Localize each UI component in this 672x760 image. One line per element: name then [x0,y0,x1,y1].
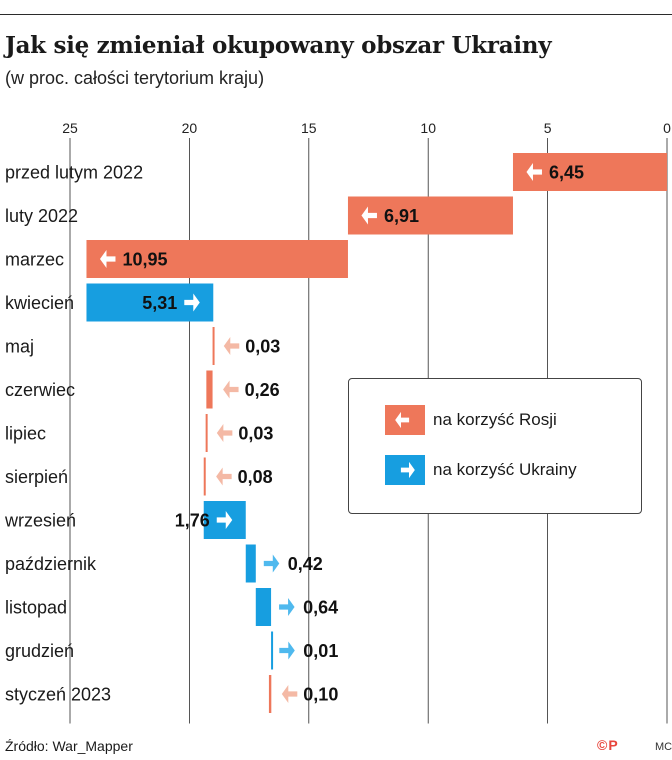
bar-value-label: 1,76 [175,511,210,531]
copyright-logo: ©P [597,737,619,753]
legend-item-ukraine: na korzyść Ukrainy [385,455,577,485]
bar [245,544,256,583]
arrow-left-icon [526,163,542,181]
x-tick-label: 20 [182,120,198,136]
x-tick-label: 10 [420,120,436,136]
legend: na korzyść Rosji na korzyść Ukrainy [348,378,642,514]
category-label: sierpień [5,467,68,487]
arrow-left-icon [216,467,232,486]
bar [255,588,272,626]
arrow-right-icon [279,598,295,616]
arrow-right-icon [279,641,295,660]
bar-value-label: 6,91 [384,206,419,226]
bar-value-label: 6,45 [549,163,584,183]
bar-value-label: 0,10 [303,685,338,705]
arrow-left-icon [99,250,116,268]
category-label: czerwiec [5,380,75,400]
bar [86,240,348,278]
bar [205,414,208,452]
bar-value-label: 5,31 [142,293,177,313]
category-label: listopad [5,598,67,618]
arrow-left-icon [223,337,240,355]
arrow-left-icon [223,380,239,399]
bar-value-label: 10,95 [122,250,167,270]
bar [203,457,206,496]
arrow-right-icon [385,455,425,485]
category-label: kwiecień [5,293,74,313]
legend-label-russia: na korzyść Rosji [433,410,557,429]
x-tick-label: 25 [62,120,78,136]
chart-subtitle: (w proc. całości terytorium kraju) [5,68,265,88]
category-label: maj [5,337,34,357]
category-label: marzec [5,250,64,270]
legend-label-ukraine: na korzyść Ukrainy [433,460,577,479]
arrow-left-icon [281,685,298,703]
bar [271,631,274,670]
bar [206,370,213,409]
legend-item-russia: na korzyść Rosji [385,405,557,435]
category-label: luty 2022 [5,206,78,226]
x-tick-label: 5 [544,120,552,136]
arrow-left-icon [361,206,377,225]
category-label: październik [5,554,97,574]
bar-value-label: 0,64 [303,598,338,618]
arrow-left-icon [216,424,233,442]
bar [268,675,272,713]
bar-value-label: 0,08 [238,467,273,487]
bar-value-label: 0,03 [245,337,280,357]
bar-value-label: 0,26 [245,380,280,400]
arrow-right-icon [263,554,280,573]
bar [212,327,215,365]
arrow-left-icon [385,405,425,435]
chart-title: Jak się zmieniał okupowany obszar Ukrain… [5,32,552,59]
category-label: grudzień [5,641,74,661]
category-label: lipiec [5,424,46,444]
category-label: wrzesień [4,511,76,531]
x-tick-label: 15 [301,120,317,136]
category-label: styczeń 2023 [5,685,111,705]
top-rule [0,14,672,15]
category-label: przed lutym 2022 [5,163,143,183]
bar-value-label: 0,42 [288,554,323,574]
bar-value-label: 0,03 [238,424,273,444]
source-note: Źródło: War_Mapper [5,738,133,754]
bar-value-label: 0,01 [303,641,338,661]
x-tick-label: 0 [663,120,671,136]
arrow-right-icon [184,293,200,312]
author-credit: MC [655,741,672,753]
arrow-right-icon [216,511,233,529]
